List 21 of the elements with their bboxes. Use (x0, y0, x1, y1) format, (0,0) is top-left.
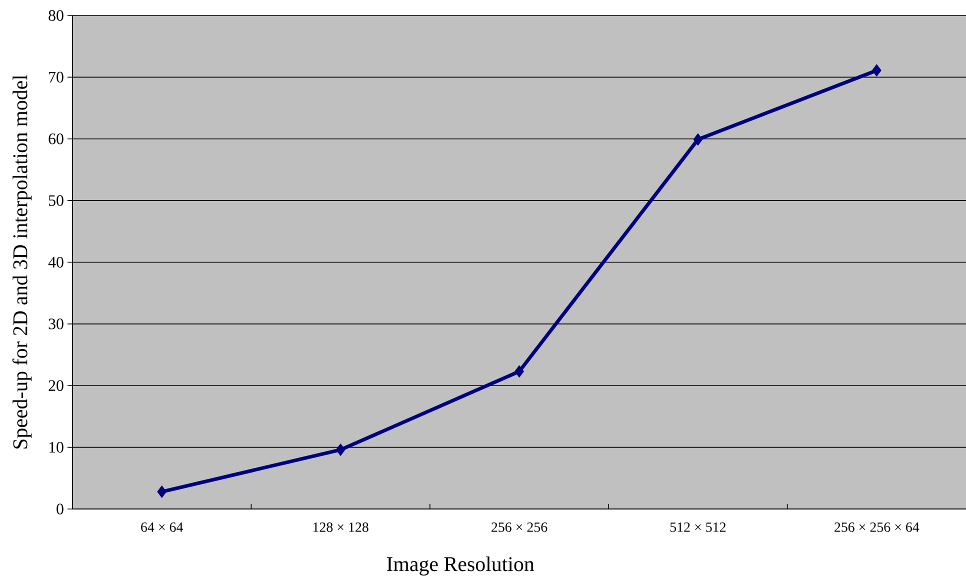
x-tick-label: 512 × 512 (670, 522, 726, 532)
y-tick-label: 40 (48, 256, 64, 268)
x-axis-title: Image Resolution (386, 556, 534, 576)
point (514, 365, 524, 378)
x-tick-label: 256 × 256 × 64 (834, 522, 920, 532)
y-axis-title: Speed-up for 2D and 3D interpolation model (12, 74, 32, 448)
y-tick-label: 80 (48, 10, 64, 21)
point (157, 485, 167, 498)
x-tick-label: 128 × 128 (313, 522, 368, 532)
x-tick-label: 256 × 256 (492, 522, 548, 532)
y-tick-label: 70 (49, 72, 64, 83)
point (693, 133, 703, 146)
y-tick-label: 50 (48, 195, 64, 206)
y-tick-label: 30 (48, 318, 64, 330)
y-tick-label: 20 (48, 380, 64, 391)
point (872, 64, 882, 77)
point (336, 444, 346, 456)
y-tick-label: 0 (56, 504, 64, 514)
y-tick-label: 10 (49, 442, 64, 453)
y-tick-label: 60 (48, 133, 64, 144)
x-tick-label: 64 × 64 (141, 522, 184, 532)
